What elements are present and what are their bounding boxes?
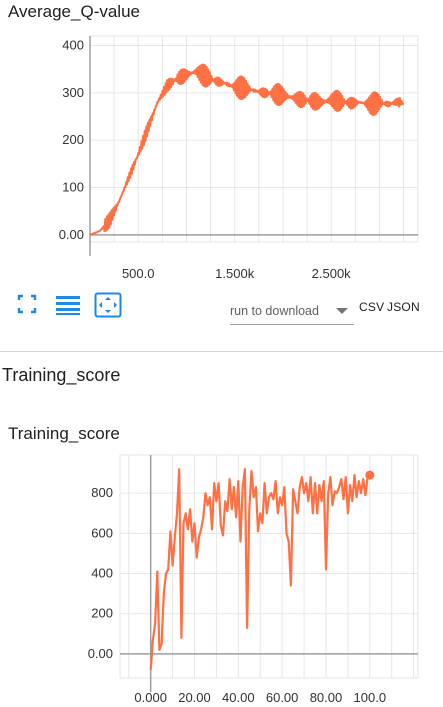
y-tick-label: 300	[62, 85, 84, 100]
y-tick-label: 200	[91, 606, 113, 621]
series-end-point[interactable]	[365, 470, 375, 480]
zoom-to-fit-icon[interactable]	[94, 292, 122, 323]
x-tick-label: 2.500k	[312, 266, 352, 281]
x-tick-label: 40.00	[222, 690, 255, 705]
x-tick-label: 60.00	[266, 690, 299, 705]
x-tick-label: 500.0	[122, 266, 155, 281]
plot-frame	[119, 454, 419, 679]
chart-title: Average_Q-value	[8, 2, 140, 21]
y-tick-label: 0.00	[59, 227, 84, 242]
x-tick-label: 100.0	[354, 690, 387, 705]
fit-to-data-icon[interactable]	[17, 294, 37, 319]
y-tick-label: 100	[62, 180, 84, 195]
x-tick-label: 0.000	[134, 690, 167, 705]
training-score-chart[interactable]: 0.00 200 400 600 800 0.000 20.00 40.00 60.00 80.0…	[0, 450, 443, 707]
json-download-link[interactable]: JSON	[387, 300, 420, 314]
x-tick-label: 80.00	[310, 690, 343, 705]
average-q-value-chart[interactable]: 0.00 100 200 300 400 500.0 1.500k 2.500k	[0, 28, 443, 286]
series-line[interactable]	[149, 468, 371, 671]
csv-download-link[interactable]: CSV	[359, 300, 385, 314]
y-tick-label: 0.00	[88, 646, 113, 661]
y-tick-label: 200	[62, 132, 84, 147]
plot-frame	[89, 35, 419, 243]
y-tick-label: 400	[91, 566, 113, 581]
x-tick-label: 20.00	[178, 690, 211, 705]
y-tick-label: 800	[91, 485, 113, 500]
y-tick-label: 400	[62, 37, 84, 52]
run-download-select[interactable]: run to download	[230, 298, 354, 325]
series-line[interactable]	[89, 63, 405, 236]
x-tick-label: 1.500k	[215, 266, 255, 281]
run-download-placeholder: run to download	[230, 304, 319, 318]
section-divider	[0, 351, 443, 352]
data-series-icon[interactable]	[55, 294, 81, 321]
chart-title: Training_score	[8, 424, 120, 443]
section-title[interactable]: Training_score	[2, 365, 121, 385]
chevron-down-icon	[336, 308, 348, 314]
y-tick-label: 600	[91, 525, 113, 540]
